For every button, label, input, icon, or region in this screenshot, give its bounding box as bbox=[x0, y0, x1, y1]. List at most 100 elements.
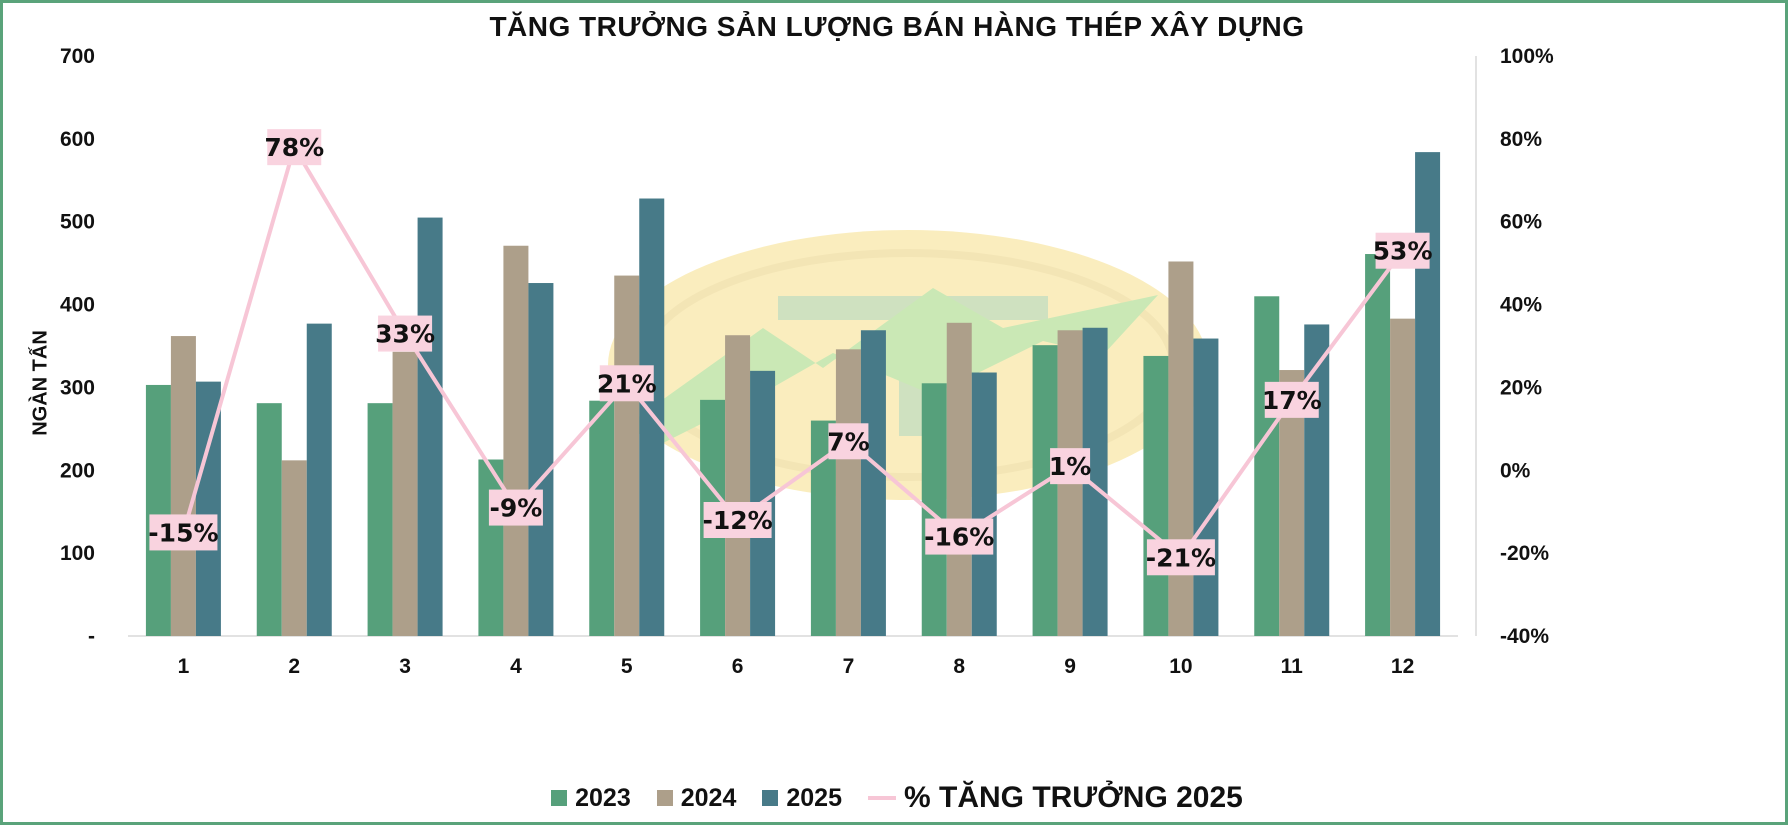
growth-label-bg bbox=[1050, 448, 1091, 485]
legend-label-2024: 2024 bbox=[680, 783, 737, 812]
y2-tick-label: 80% bbox=[1500, 128, 1542, 151]
bar-2025-1 bbox=[195, 381, 221, 636]
bar-2024-6 bbox=[725, 335, 751, 636]
legend-item-2023: 2023 bbox=[551, 784, 631, 813]
growth-label: 53% bbox=[1373, 237, 1433, 266]
bar-2024-7 bbox=[835, 349, 861, 636]
bar-2024-3 bbox=[392, 351, 418, 636]
y-tick-label: 600 bbox=[60, 128, 95, 151]
y-tick-label: 200 bbox=[60, 459, 95, 482]
legend: 2023 2024 2025 % TĂNG TRƯỞNG 2025 bbox=[3, 781, 1788, 815]
legend-swatch-2025 bbox=[762, 790, 779, 806]
growth-label: 78% bbox=[264, 133, 324, 162]
bar-2023-1 bbox=[145, 384, 171, 636]
bar-2024-2 bbox=[281, 460, 307, 636]
growth-series: -15% 78% 33% -9% 21% -12% 7% -16% 1% -21% 17% 53% bbox=[148, 129, 1433, 576]
legend-item-2024: 2024 bbox=[656, 783, 737, 813]
growth-label-bg bbox=[1264, 381, 1319, 418]
x-tick-label: 1 bbox=[178, 655, 190, 678]
y-tick-label: 300 bbox=[60, 376, 95, 399]
bar-2024-8 bbox=[946, 322, 972, 636]
y-tick-label: - bbox=[88, 625, 95, 648]
y2-tick-label: 0% bbox=[1500, 459, 1531, 482]
bar-2023-10 bbox=[1143, 355, 1169, 636]
y2-tick-label: 60% bbox=[1500, 211, 1542, 234]
growth-label-bg bbox=[1375, 232, 1430, 269]
watermark-logo bbox=[608, 230, 1208, 500]
bar-2025-2 bbox=[306, 323, 332, 636]
y2-tick-label: -40% bbox=[1500, 625, 1549, 648]
growth-label-bg bbox=[703, 502, 772, 538]
growth-label-bg bbox=[378, 315, 433, 352]
x-tick-label: 10 bbox=[1169, 655, 1192, 678]
bar-2025-3 bbox=[417, 217, 443, 637]
x-tick-label: 4 bbox=[510, 655, 522, 678]
growth-label: 21% bbox=[597, 369, 657, 398]
growth-label-bg bbox=[149, 514, 218, 551]
legend-item-2025: 2025 bbox=[762, 784, 842, 813]
y2-tick-label: 20% bbox=[1500, 376, 1542, 399]
y-tick-label: 100 bbox=[60, 542, 95, 565]
y2-tick-label: 100% bbox=[1500, 45, 1554, 68]
bar-2024-12 bbox=[1390, 318, 1416, 636]
bar-2023-4 bbox=[478, 459, 504, 636]
x-tick-label: 8 bbox=[953, 655, 965, 678]
legend-swatch-2024 bbox=[656, 790, 673, 806]
growth-label: -21% bbox=[1146, 543, 1216, 572]
growth-label: 33% bbox=[375, 320, 435, 349]
bar-2023-5 bbox=[589, 400, 615, 636]
x-tick-label: 9 bbox=[1064, 655, 1076, 678]
growth-label: 17% bbox=[1262, 386, 1322, 415]
bar-2023-9 bbox=[1032, 345, 1058, 636]
x-tick-label: 2 bbox=[288, 655, 300, 678]
x-tick-label: 6 bbox=[732, 655, 744, 678]
bar-2025-7 bbox=[860, 330, 886, 636]
growth-label-bg bbox=[1146, 539, 1215, 576]
bar-2023-3 bbox=[367, 403, 393, 636]
growth-label-bg bbox=[488, 489, 543, 526]
x-tick-label: 7 bbox=[843, 655, 855, 678]
bar-2024-4 bbox=[503, 245, 529, 636]
bar-2024-5 bbox=[614, 275, 640, 636]
growth-label: -12% bbox=[702, 506, 772, 535]
bar-2024-1 bbox=[170, 336, 196, 636]
legend-label-growth: % TĂNG TRƯỞNG 2025 bbox=[903, 781, 1243, 814]
legend-swatch-growth bbox=[867, 796, 896, 800]
growth-label: -15% bbox=[148, 518, 218, 547]
legend-swatch-2023 bbox=[551, 790, 568, 806]
x-tick-label: 11 bbox=[1281, 655, 1304, 678]
y2-tick-label: -20% bbox=[1500, 542, 1549, 565]
axes: - 100 200 300 400 500 600 700 -40% -20% 0% 20% 40% 60… bbox=[60, 45, 1554, 678]
y-tick-label: 700 bbox=[60, 45, 95, 68]
chart-plot: - 100 200 300 400 500 600 700 -40% -20% 0% 20% 40% 60… bbox=[60, 45, 1554, 678]
x-tick-label: 5 bbox=[621, 655, 633, 678]
bar-2023-2 bbox=[256, 403, 282, 636]
legend-label-2023: 2023 bbox=[575, 783, 631, 812]
y2-tick-label: 40% bbox=[1500, 294, 1542, 317]
bar-2025-12 bbox=[1415, 152, 1441, 636]
legend-item-growth: % TĂNG TRƯỞNG 2025 bbox=[867, 781, 1243, 815]
chart-title: TĂNG TRƯỞNG SẢN LƯỢNG BÁN HÀNG THÉP XÂY … bbox=[489, 11, 1305, 42]
bar-2024-10 bbox=[1168, 261, 1194, 636]
legend-label-2025: 2025 bbox=[786, 783, 842, 812]
growth-line bbox=[181, 145, 1405, 560]
bar-2025-8 bbox=[971, 372, 997, 636]
bar-2025-10 bbox=[1193, 338, 1219, 636]
bar-2023-11 bbox=[1254, 296, 1280, 636]
y-tick-label: 400 bbox=[60, 294, 95, 317]
growth-label-bg bbox=[599, 365, 654, 402]
growth-label-bg bbox=[267, 129, 322, 166]
growth-label: -9% bbox=[490, 494, 543, 523]
bar-2025-11 bbox=[1304, 324, 1330, 636]
growth-label: 1% bbox=[1049, 452, 1091, 481]
y-tick-label: 500 bbox=[60, 211, 95, 234]
bar-2025-4 bbox=[528, 283, 554, 636]
growth-label-bg bbox=[828, 423, 869, 460]
bar-2023-12 bbox=[1365, 254, 1391, 636]
x-tick-label: 12 bbox=[1391, 655, 1414, 678]
growth-label: -16% bbox=[924, 523, 994, 552]
x-tick-label: 3 bbox=[399, 655, 411, 678]
growth-label: 7% bbox=[827, 427, 869, 456]
growth-label-bg bbox=[925, 518, 994, 555]
